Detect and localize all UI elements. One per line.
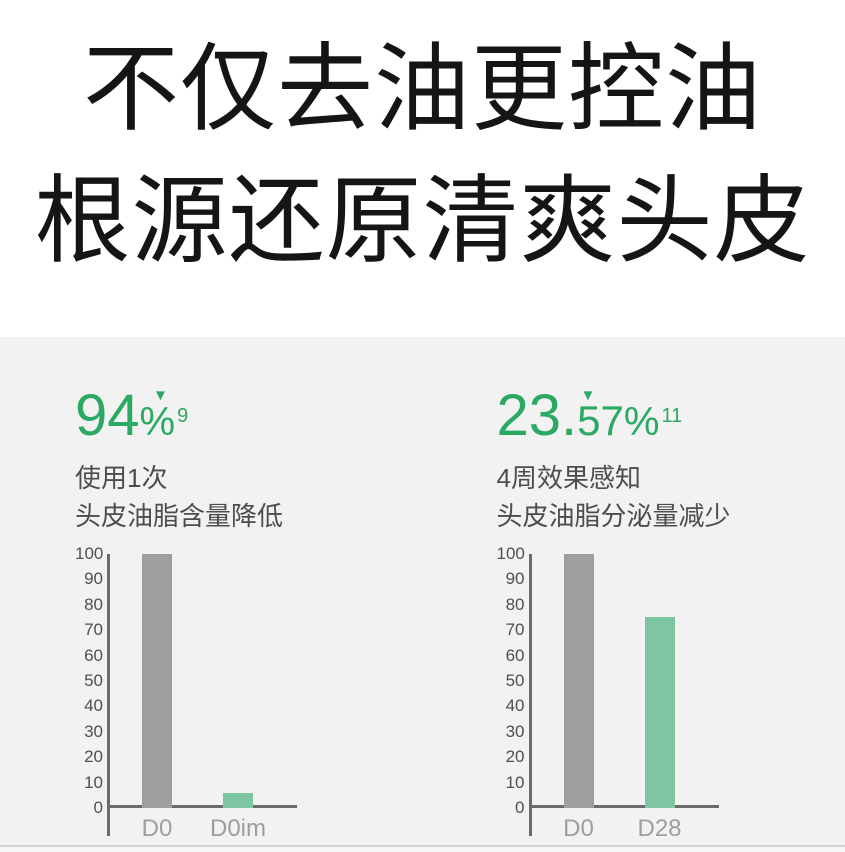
bar-chart-right: 100 90 80 70 60 50 40 30 20 10 0 D0 D28 (497, 541, 845, 842)
stat-number-small: 57 (577, 397, 624, 444)
percent-sign: % (623, 400, 660, 444)
y-axis-tick-label: 50 (84, 670, 103, 690)
y-axis-labels: 100 90 80 70 60 50 40 30 20 10 0 (497, 541, 525, 836)
x-axis-label-D0: D0 (141, 814, 173, 842)
stat-number-large: 94 (75, 383, 140, 448)
y-axis-labels: 100 90 80 70 60 50 40 30 20 10 0 (75, 541, 103, 836)
y-axis-tick-label: 10 (84, 772, 103, 792)
y-axis-tick-label: 80 (505, 594, 525, 614)
bar-D0im (223, 792, 253, 808)
stat-caption: 使用1次 头皮油脂含量降低 (75, 459, 424, 535)
y-axis-tick-label: 60 (84, 645, 103, 665)
stats-columns: ▼ 94% 9 使用1次 头皮油脂含量降低 100 90 80 70 60 50 40 30 20 1… (0, 337, 845, 842)
stat-caption-line2: 头皮油脂含量降低 (75, 501, 284, 531)
y-axis-tick-label: 10 (505, 772, 525, 792)
stat-value: ▼ 94% 9 (75, 387, 424, 445)
bar-D0 (142, 553, 172, 808)
footnote-marker: 11 (661, 405, 683, 427)
headline-line-2: 根源还原清爽头皮 (34, 168, 811, 276)
headline: 不仅去油更控油 根源还原清爽头皮 (0, 0, 845, 337)
y-axis-tick-label: 90 (84, 569, 103, 589)
x-axis-label-D28: D28 (637, 814, 682, 842)
plot-area: D0 D0im (107, 553, 298, 842)
stat-caption: 4周效果感知 头皮油脂分泌量减少 (497, 459, 845, 535)
y-axis-tick-label: 90 (505, 569, 525, 589)
y-axis-tick-label: 100 (496, 544, 525, 563)
section-divider (0, 845, 845, 847)
stats-section: ▼ 94% 9 使用1次 头皮油脂含量降低 100 90 80 70 60 50 40 30 20 1… (0, 337, 845, 852)
section-footer-strip (0, 847, 845, 852)
y-axis-tick-label: 50 (505, 670, 525, 690)
x-axis-label-D0im: D0im (209, 814, 266, 842)
y-axis-tick-label: 30 (84, 721, 103, 741)
y-axis-tick-label: 40 (505, 696, 525, 716)
stat-caption-line2: 头皮油脂分泌量减少 (496, 501, 731, 531)
y-axis-tick-label: 0 (93, 797, 103, 817)
x-axis-label-D0: D0 (563, 814, 594, 842)
y-axis-tick-label: 40 (84, 696, 103, 716)
y-axis-tick-label: 70 (505, 620, 525, 640)
x-axis (110, 804, 297, 808)
y-axis-tick-label: 70 (84, 620, 103, 640)
bar-D28 (644, 616, 675, 808)
stat-number-large: 23. (496, 383, 578, 448)
y-axis-tick-label: 80 (84, 594, 103, 614)
triangle-down-icon: ▼ (153, 387, 168, 404)
plot-area: D0 D28 (528, 553, 720, 842)
x-axis (531, 804, 719, 808)
y-axis-tick-label: 20 (84, 747, 103, 767)
percent-sign: % (139, 400, 176, 444)
bar-chart-left: 100 90 80 70 60 50 40 30 20 10 0 D0 D0im (75, 541, 424, 842)
stat-caption-line1: 4周效果感知 (496, 463, 641, 493)
stat-caption-line1: 使用1次 (75, 463, 168, 493)
y-axis-tick-label: 100 (75, 544, 104, 563)
headline-line-1: 不仅去油更控油 (83, 36, 762, 143)
y-axis-tick-label: 60 (505, 645, 525, 665)
y-axis-tick-label: 20 (505, 747, 525, 767)
bar-D0 (563, 553, 594, 808)
y-axis-tick-label: 0 (515, 797, 525, 817)
stat-block-single-use: ▼ 94% 9 使用1次 头皮油脂含量降低 100 90 80 70 60 50 40 30 20 1… (75, 387, 424, 842)
stat-block-four-weeks: ▼ 23.57% 11 4周效果感知 头皮油脂分泌量减少 100 90 80 70 60 50… (497, 387, 845, 842)
y-axis-tick-label: 30 (505, 721, 525, 741)
stat-value: ▼ 23.57% 11 (497, 387, 845, 445)
triangle-down-icon: ▼ (580, 387, 596, 404)
footnote-marker: 9 (177, 405, 189, 427)
